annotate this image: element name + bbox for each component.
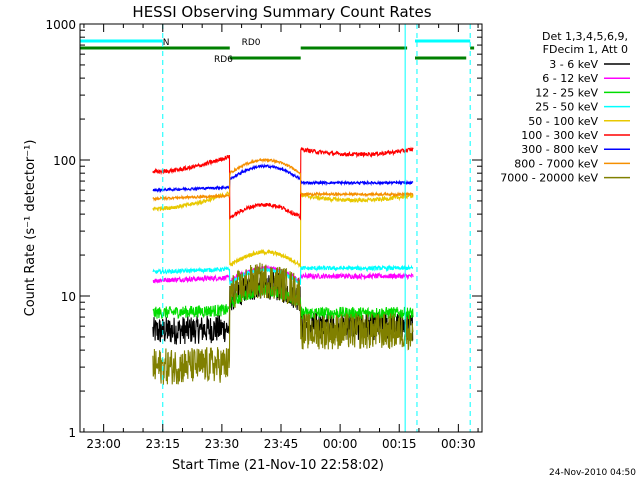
series-layer (152, 146, 414, 385)
x-tick-label-5: 00:15 (382, 437, 417, 451)
legend-entry-5: 100 - 300 keV (521, 129, 630, 142)
x-tick-label-1: 23:15 (145, 437, 180, 451)
svg-text:6 - 12 keV: 6 - 12 keV (542, 72, 598, 85)
x-tick-2: 23:30 (205, 24, 240, 451)
y-tick-3: 1000 (45, 18, 482, 32)
y-tick-0: 1 (68, 426, 482, 440)
legend-entry-2: 12 - 25 keV (535, 86, 630, 99)
flag-rd0: RD0 (80, 38, 475, 50)
series-8 (152, 262, 414, 385)
y-tick-label-0: 1 (68, 426, 76, 440)
x-tick-5: 00:15 (382, 24, 417, 451)
axes-layer: 23:00 23:15 23:30 23:45 00:00 00:15 00:30 1 10 10… (45, 18, 482, 451)
legend-entry-4: 50 - 100 keV (528, 115, 630, 128)
y-tick-label-1: 10 (61, 290, 76, 304)
series-6 (152, 163, 414, 194)
svg-text:800 - 7000 keV: 800 - 7000 keV (514, 157, 598, 170)
y-tick-2: 100 (53, 154, 482, 168)
legend-entry-3: 25 - 50 keV (535, 101, 630, 114)
x-tick-label-6: 00:30 (441, 437, 476, 451)
svg-text:300 - 800 keV: 300 - 800 keV (521, 143, 598, 156)
x-tick-label-0: 23:00 (86, 437, 121, 451)
legend-header-1: FDecim 1, Att 0 (543, 43, 628, 56)
flag-n: N (80, 38, 471, 48)
svg-text:25 - 50 keV: 25 - 50 keV (535, 101, 598, 114)
x-tick-6: 00:30 (441, 24, 476, 451)
x-axis-label: Start Time (21-Nov-10 22:58:02) (172, 458, 384, 473)
series-4 (152, 191, 414, 269)
x-tick-label-4: 00:00 (323, 437, 358, 451)
legend-entry-0: 3 - 6 keV (549, 58, 630, 71)
legend: Det 1,3,4,5,6,9,FDecim 1, Att 0 3 - 6 keV… (500, 30, 630, 185)
legend-header-0: Det 1,3,4,5,6,9, (542, 30, 628, 43)
svg-text:100 - 300 keV: 100 - 300 keV (521, 129, 598, 142)
footer-date: 24-Nov-2010 04:50 (549, 468, 636, 478)
x-tick-label-3: 23:45 (264, 437, 299, 451)
x-tick-label-2: 23:30 (205, 437, 240, 451)
legend-entry-6: 300 - 800 keV (521, 143, 630, 156)
x-tick-0: 23:00 (86, 24, 121, 451)
x-tick-1: 23:15 (145, 24, 180, 451)
y-tick-1: 10 (61, 290, 482, 304)
flag-label-rd6: RD6 (214, 55, 233, 65)
chart-title: HESSI Observing Summary Count Rates (132, 3, 431, 21)
y-tick-label-3: 1000 (45, 18, 76, 32)
flags-layer: N RD0 RD6 (80, 38, 475, 65)
flag-label-n: N (163, 38, 170, 48)
y-axis-label: Count Rate (s⁻¹ detector⁻¹) (23, 140, 38, 317)
svg-text:7000 - 20000 keV: 7000 - 20000 keV (500, 172, 598, 185)
series-7 (152, 157, 414, 202)
svg-text:12 - 25 keV: 12 - 25 keV (535, 86, 598, 99)
svg-text:50 - 100 keV: 50 - 100 keV (528, 115, 598, 128)
legend-entry-7: 800 - 7000 keV (514, 157, 630, 170)
x-tick-4: 00:00 (323, 24, 358, 451)
flag-rd6: RD6 (214, 55, 467, 65)
legend-entry-1: 6 - 12 keV (542, 72, 630, 85)
flag-label-rd0: RD0 (242, 38, 261, 48)
y-tick-label-2: 100 (53, 154, 76, 168)
svg-text:3 - 6 keV: 3 - 6 keV (549, 58, 598, 71)
series-5 (152, 146, 414, 221)
x-tick-3: 23:45 (264, 24, 299, 451)
legend-entry-8: 7000 - 20000 keV (500, 172, 630, 185)
